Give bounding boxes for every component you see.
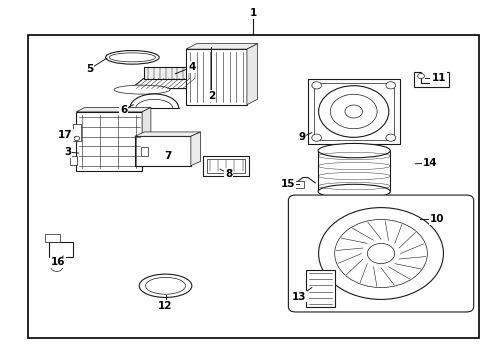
Polygon shape <box>185 44 257 49</box>
Bar <box>49 242 73 257</box>
Bar <box>203 156 249 176</box>
Text: 13: 13 <box>291 292 306 302</box>
Polygon shape <box>142 107 151 167</box>
Circle shape <box>334 220 427 288</box>
Circle shape <box>311 82 321 89</box>
Text: 5: 5 <box>86 64 93 74</box>
Bar <box>27 35 478 338</box>
Bar <box>70 156 77 165</box>
Text: 12: 12 <box>158 301 172 311</box>
Text: 9: 9 <box>298 132 305 142</box>
FancyBboxPatch shape <box>288 195 473 312</box>
Polygon shape <box>76 107 151 112</box>
Ellipse shape <box>109 53 155 62</box>
Polygon shape <box>246 44 257 105</box>
Text: 1: 1 <box>249 8 256 18</box>
Polygon shape <box>143 67 199 78</box>
Ellipse shape <box>145 277 185 294</box>
Circle shape <box>438 73 445 78</box>
Ellipse shape <box>318 184 389 199</box>
Circle shape <box>74 136 80 140</box>
Text: 3: 3 <box>64 147 71 157</box>
Polygon shape <box>131 78 199 89</box>
Circle shape <box>51 263 62 271</box>
Ellipse shape <box>114 85 170 94</box>
Bar <box>318 150 389 192</box>
Circle shape <box>318 208 443 300</box>
Text: 17: 17 <box>58 130 73 140</box>
Circle shape <box>417 73 424 78</box>
Bar <box>293 199 468 309</box>
Bar <box>206 159 245 173</box>
Text: 16: 16 <box>51 257 65 267</box>
Circle shape <box>311 134 321 141</box>
Bar <box>293 181 304 188</box>
Bar <box>70 130 77 139</box>
Text: 15: 15 <box>281 179 295 189</box>
Text: 11: 11 <box>430 73 445 83</box>
Bar <box>76 112 142 171</box>
Bar <box>185 49 246 105</box>
Bar <box>313 83 393 140</box>
Text: 7: 7 <box>163 150 171 161</box>
Text: 10: 10 <box>429 215 444 224</box>
Circle shape <box>366 243 394 264</box>
Text: 8: 8 <box>225 168 232 179</box>
Ellipse shape <box>105 50 159 64</box>
Bar <box>306 270 334 307</box>
Circle shape <box>385 82 395 89</box>
Circle shape <box>385 134 395 141</box>
Ellipse shape <box>139 274 191 297</box>
Bar <box>141 147 148 156</box>
Polygon shape <box>413 72 448 87</box>
Ellipse shape <box>318 143 389 158</box>
Circle shape <box>330 94 376 129</box>
Bar <box>73 124 81 141</box>
Circle shape <box>344 105 362 118</box>
Text: 4: 4 <box>188 62 195 72</box>
Bar <box>307 79 399 144</box>
Text: 2: 2 <box>207 91 215 101</box>
Bar <box>44 234 60 242</box>
Polygon shape <box>135 132 200 136</box>
Bar <box>135 136 190 166</box>
Polygon shape <box>190 132 200 166</box>
Circle shape <box>318 86 388 137</box>
Text: 14: 14 <box>422 158 436 168</box>
Text: 6: 6 <box>120 105 127 115</box>
